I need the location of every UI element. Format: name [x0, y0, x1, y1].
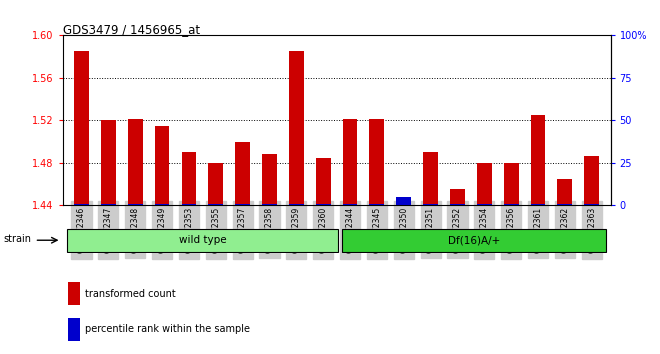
- Bar: [67, 229, 338, 252]
- Bar: [397, 202, 411, 205]
- Text: wild type: wild type: [178, 235, 226, 245]
- Bar: [74, 204, 89, 205]
- Bar: [342, 229, 607, 252]
- Bar: [235, 142, 250, 205]
- Text: transformed count: transformed count: [84, 289, 176, 299]
- Bar: [584, 204, 599, 205]
- Bar: [74, 51, 89, 205]
- Bar: [423, 152, 438, 205]
- Bar: [531, 115, 545, 205]
- Bar: [68, 282, 81, 305]
- Bar: [531, 204, 545, 205]
- Bar: [477, 163, 492, 205]
- Bar: [450, 204, 465, 205]
- Bar: [262, 154, 277, 205]
- Bar: [558, 204, 572, 205]
- Bar: [504, 163, 519, 205]
- Bar: [101, 120, 116, 205]
- Bar: [262, 204, 277, 205]
- Bar: [154, 204, 170, 205]
- Bar: [128, 119, 143, 205]
- Bar: [101, 204, 116, 205]
- Bar: [235, 204, 250, 205]
- Bar: [68, 318, 81, 341]
- Bar: [343, 119, 358, 205]
- Bar: [558, 179, 572, 205]
- Bar: [289, 51, 304, 205]
- Bar: [182, 152, 196, 205]
- Bar: [209, 204, 223, 205]
- Text: strain: strain: [3, 234, 31, 244]
- Bar: [154, 126, 170, 205]
- Bar: [584, 156, 599, 205]
- Bar: [423, 204, 438, 205]
- Bar: [315, 158, 331, 205]
- Bar: [343, 204, 358, 205]
- Bar: [397, 197, 411, 205]
- Bar: [209, 163, 223, 205]
- Bar: [182, 204, 196, 205]
- Text: GDS3479 / 1456965_at: GDS3479 / 1456965_at: [63, 23, 200, 36]
- Bar: [477, 204, 492, 205]
- Bar: [128, 204, 143, 205]
- Bar: [315, 204, 331, 205]
- Text: Df(16)A/+: Df(16)A/+: [448, 235, 500, 245]
- Bar: [289, 204, 304, 205]
- Text: percentile rank within the sample: percentile rank within the sample: [84, 324, 249, 335]
- Bar: [450, 189, 465, 205]
- Bar: [504, 204, 519, 205]
- Bar: [370, 119, 384, 205]
- Bar: [370, 204, 384, 205]
